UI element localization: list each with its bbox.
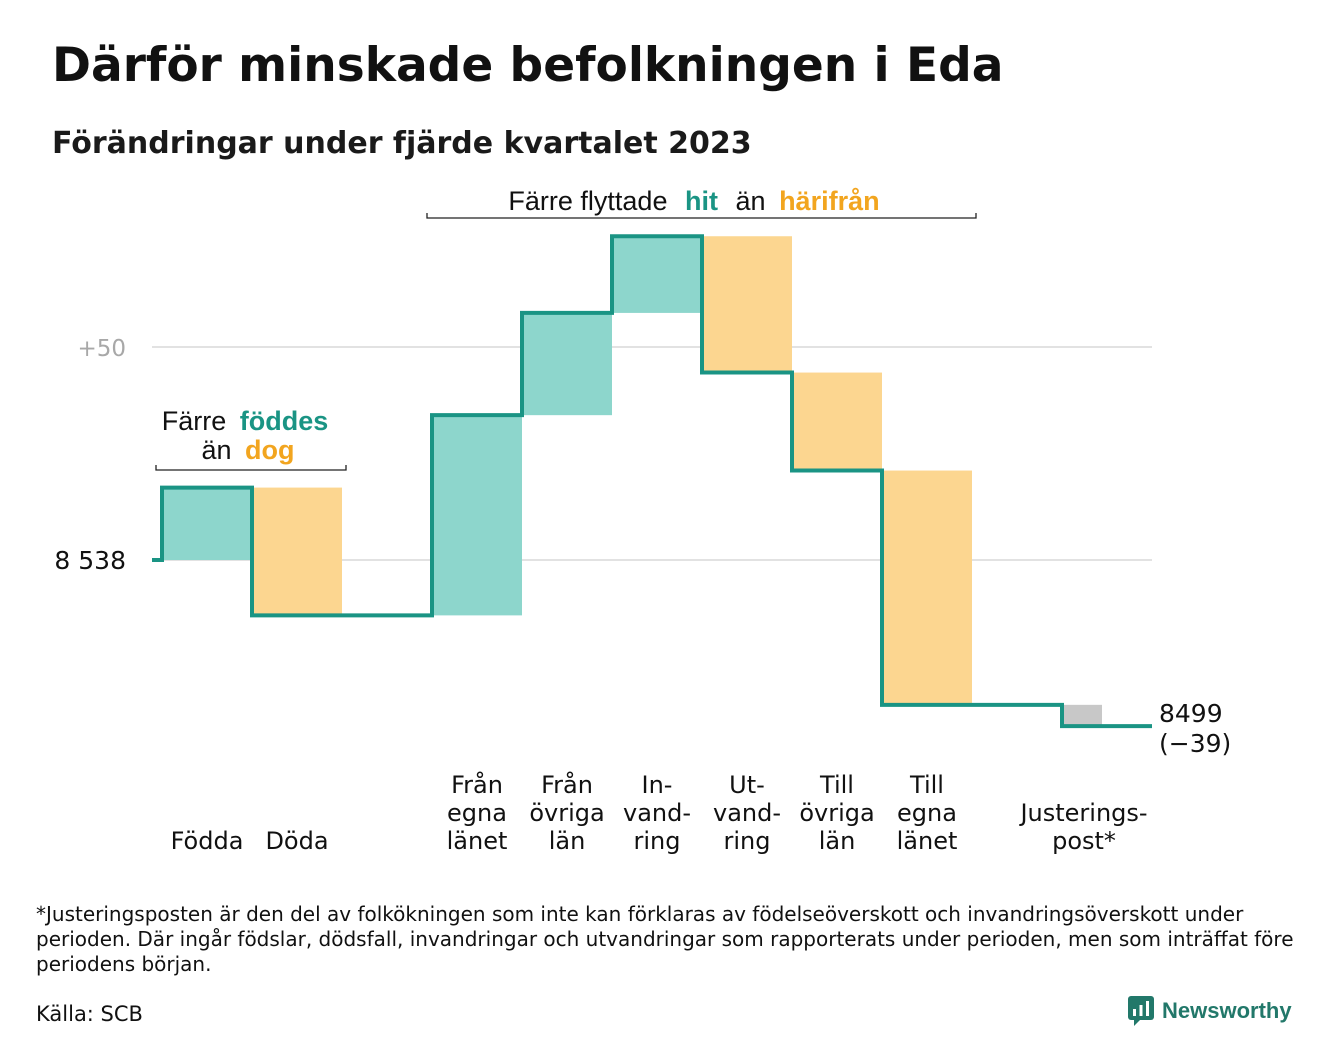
births-annotation-text: Färre [162,406,227,436]
category-label: länet [897,827,958,855]
waterfall-bar [252,487,342,616]
category-label: egna [447,799,507,827]
births-annotation-line1: Färre föddes [162,406,329,436]
moves-annotation-prefix: Färre flyttade [508,186,667,216]
chart-subtitle: Förändringar under fjärde kvartalet 2023 [52,126,752,161]
waterfall-bar [522,312,612,416]
waterfall-bar [792,372,882,471]
moves-annotation: Färre flyttade hit än härifrån [508,186,879,216]
category-label: Födda [171,827,244,855]
births-annotation-highlight: föddes [240,406,329,436]
category-label: vand- [713,799,781,827]
moves-annotation-highlight-in: hit [685,186,718,216]
category-label: övriga [799,799,874,827]
category-label: ring [634,827,681,855]
category-label: Från [451,770,503,799]
moves-annotation-bracket [426,213,977,219]
deaths-annotation-highlight: dog [245,435,294,465]
y-tick-label: 8 538 [54,546,126,575]
newsworthy-logo-icon [1128,996,1154,1026]
moves-annotation-highlight-out: härifrån [779,186,880,216]
waterfall-bar [612,236,702,313]
category-label: Till [819,771,854,799]
category-label: länet [447,827,508,855]
category-label: egna [897,799,957,827]
waterfall-bar [702,236,792,373]
end-value-label: 8499 [1159,699,1223,728]
category-label: län [819,827,856,855]
chart-title: Därför minskade befolkningen i Eda [52,38,1004,93]
category-label: Döda [265,827,328,855]
waterfall-bar [1062,704,1102,727]
waterfall-chart: 8 538+50 Födda DödaFrånegnalänetFrånövrig… [54,186,1231,855]
category-label: ring [724,827,771,855]
footnote: *Justeringsposten är den del av folkökni… [36,902,1294,976]
waterfall-bar [882,470,972,705]
waterfall-bar [432,415,522,616]
waterfall-bar [162,487,252,560]
category-label: övriga [529,799,604,827]
newsworthy-logo-text: Newsworthy [1162,998,1292,1023]
births-annotation-text2: än [201,435,231,465]
y-tick-label: +50 [77,336,126,362]
category-label: Ut- [729,771,765,799]
category-label: Justerings- [1018,799,1147,827]
net-change-label: (−39) [1159,729,1231,758]
cumulative-step-line [152,234,1152,729]
births-annotation-bracket [155,465,347,471]
newsworthy-logo: Newsworthy [1128,996,1292,1026]
category-label: vand- [623,799,691,827]
category-label: In- [642,771,673,799]
source-label: Källa: SCB [36,1002,143,1026]
category-label: Från [541,770,593,799]
moves-annotation-middle: än [736,186,766,216]
category-label: Till [909,771,944,799]
births-annotation-line2: än dog [201,435,294,465]
category-label: län [549,827,586,855]
category-label: post* [1052,827,1116,855]
